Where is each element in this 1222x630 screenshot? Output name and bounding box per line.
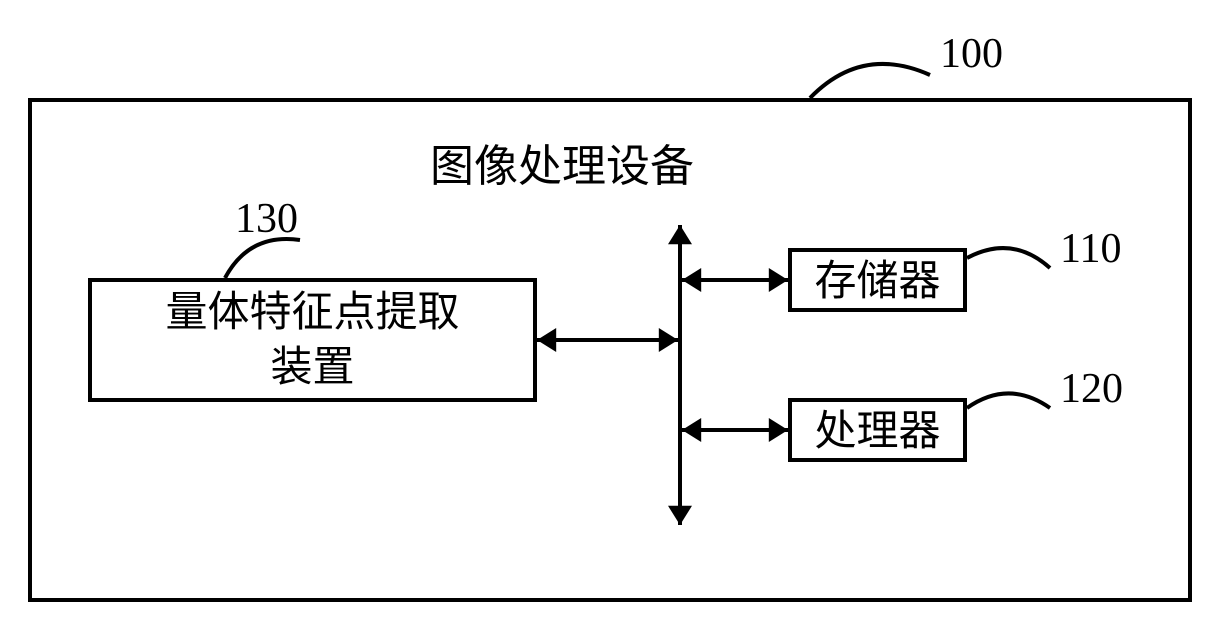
ref-120: 120: [1060, 365, 1123, 413]
node-memory-label: 存储器: [790, 255, 965, 310]
ref-130: 130: [235, 195, 298, 243]
diagram-canvas: 100 图像处理设备量体特征点提取装置 130 存储器 110 处理器 120: [0, 0, 1222, 630]
node-extractor-label: 量体特征点提取装置: [90, 286, 535, 395]
node-processor-label: 处理器: [790, 405, 965, 460]
ref-100: 100: [940, 30, 1003, 78]
diagram-title: 图像处理设备: [430, 130, 694, 194]
ref-110: 110: [1060, 225, 1121, 273]
